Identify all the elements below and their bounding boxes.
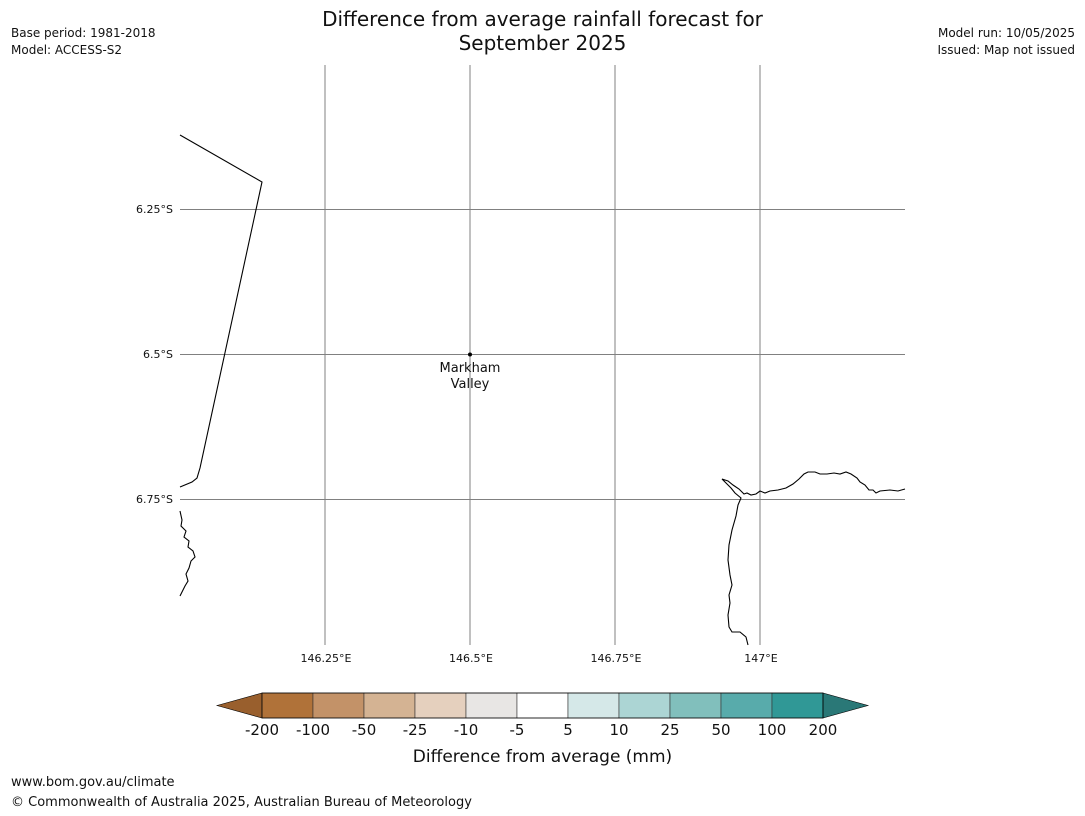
lat-label: 6.75°S	[136, 493, 173, 506]
longitude-labels: 146.25°E 146.5°E 146.75°E 147°E	[301, 652, 778, 665]
footer-copyright: © Commonwealth of Australia 2025, Austra…	[11, 795, 472, 810]
colorbar-tick-label: 10	[609, 721, 628, 739]
colorbar-tick-label: -200	[245, 721, 279, 739]
colorbar-tick-label: 100	[758, 721, 787, 739]
border-line	[179, 134, 263, 488]
forecast-info-right: Model run: 10/05/2025 Issued: Map not is…	[937, 25, 1075, 59]
colorbar-below-arrow	[215, 692, 263, 719]
lon-label: 146.75°E	[591, 652, 642, 665]
location-name-line-1: Markham	[440, 361, 501, 376]
model-run-text: Model run: 10/05/2025	[937, 26, 1075, 40]
coastlines-and-boundaries	[179, 134, 906, 646]
map-title-line-1: Difference from average rainfall forecas…	[322, 7, 763, 31]
colorbar-segment	[720, 692, 773, 719]
colorbar-segment	[771, 692, 824, 719]
colorbar-segment	[363, 692, 416, 719]
colorbar-segment	[618, 692, 671, 719]
colorbar-tick-label: 50	[711, 721, 730, 739]
colorbar-tick-label: -5	[510, 721, 525, 739]
footer-url: www.bom.gov.au/climate	[11, 775, 175, 790]
colorbar-segment	[312, 692, 365, 719]
colorbar-label: Difference from average (mm)	[413, 747, 672, 767]
location-marker	[468, 352, 472, 357]
colorbar-tick-labels: -200 -100 -50 -25 -10 -5 5 10 25 50 100 200	[245, 721, 837, 739]
coastline-east	[721, 471, 906, 646]
colorbar-tick-label: -50	[352, 721, 377, 739]
colorbar-tick-label: -25	[403, 721, 428, 739]
colorbar-segment	[414, 692, 467, 719]
colorbar-tick-label: 25	[660, 721, 679, 739]
colorbar-tick-label: -100	[296, 721, 330, 739]
colorbar-tick-label: -10	[454, 721, 479, 739]
lat-label: 6.25°S	[136, 203, 173, 216]
colorbar: -200 -100 -50 -25 -10 -5 5 10 25 50 100 200 Differe…	[215, 692, 870, 767]
colorbar-segment	[567, 692, 620, 719]
lon-label: 146.5°E	[449, 652, 493, 665]
coastline-west	[179, 510, 196, 597]
colorbar-segments	[261, 692, 824, 719]
colorbar-segment	[465, 692, 518, 719]
map-title-line-2: September 2025	[458, 31, 627, 55]
colorbar-segment	[261, 692, 314, 719]
lat-label: 6.5°S	[143, 348, 173, 361]
base-period-text: Base period: 1981-2018	[11, 26, 156, 40]
lon-label: 147°E	[744, 652, 777, 665]
colorbar-tick-label: 5	[563, 721, 573, 739]
location-name-line-2: Valley	[451, 377, 490, 392]
issued-text: Issued: Map not issued	[937, 43, 1075, 57]
latitude-labels: 6.25°S 6.5°S 6.75°S	[136, 203, 173, 506]
colorbar-segment	[669, 692, 722, 719]
colorbar-tick-label: 200	[809, 721, 838, 739]
colorbar-above-arrow	[822, 692, 870, 719]
colorbar-outline	[261, 692, 824, 719]
graticule	[180, 65, 905, 645]
location-marker-group: Markham Valley	[440, 352, 501, 392]
lon-label: 146.25°E	[301, 652, 352, 665]
model-text: Model: ACCESS-S2	[11, 43, 123, 57]
forecast-info-left: Base period: 1981-2018 Model: ACCESS-S2	[11, 25, 156, 59]
colorbar-segment	[516, 692, 569, 719]
map-title: Difference from average rainfall forecas…	[0, 7, 1085, 55]
